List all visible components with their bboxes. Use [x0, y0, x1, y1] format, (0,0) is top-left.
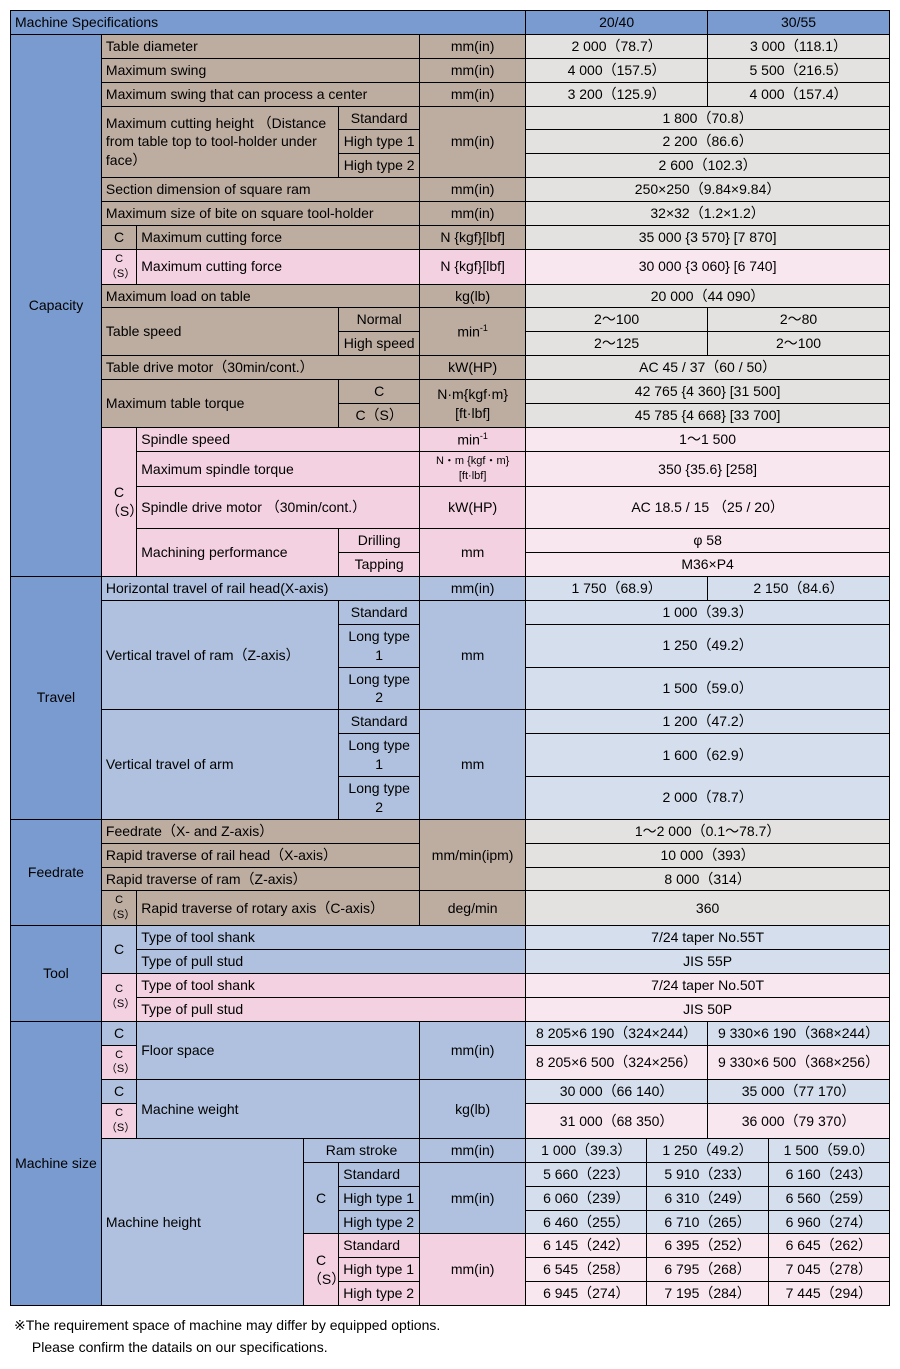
lbl-max-cut-height: Maximum cutting height （Distance from ta… — [101, 106, 338, 178]
footnotes: ※The requirement space of machine may di… — [10, 1306, 890, 1359]
unit-mm-in: mm(in) — [420, 34, 526, 58]
lbl-table-diameter: Table diameter — [101, 34, 419, 58]
val-td-1: 2 000（78.7） — [526, 34, 708, 58]
cat-capacity: Capacity — [11, 34, 102, 576]
lbl-max-swing: Maximum swing — [101, 58, 419, 82]
header-row: Machine Specifications 20/40 30/55 — [11, 11, 890, 35]
lbl-max-load: Maximum load on table — [101, 284, 419, 308]
header-col2: 30/55 — [708, 11, 890, 35]
header-title: Machine Specifications — [11, 11, 526, 35]
cat-feedrate: Feedrate — [11, 819, 102, 925]
cat-msize: Machine size — [11, 1021, 102, 1305]
cat-travel: Travel — [11, 576, 102, 819]
footnote-1: ※The requirement space of machine may di… — [14, 1314, 886, 1336]
cat-tool: Tool — [11, 926, 102, 1022]
spec-table: Machine Specifications 20/40 30/55 Capac… — [10, 10, 890, 1306]
footnote-2: Please confirm the datails on our specif… — [14, 1336, 886, 1358]
lbl-sq-ram: Section dimension of square ram — [101, 178, 419, 202]
header-col1: 20/40 — [526, 11, 708, 35]
lbl-bite: Maximum size of bite on square tool-hold… — [101, 202, 419, 226]
val-td-2: 3 000（118.1） — [708, 34, 890, 58]
lbl-max-swing-center: Maximum swing that can process a center — [101, 82, 419, 106]
